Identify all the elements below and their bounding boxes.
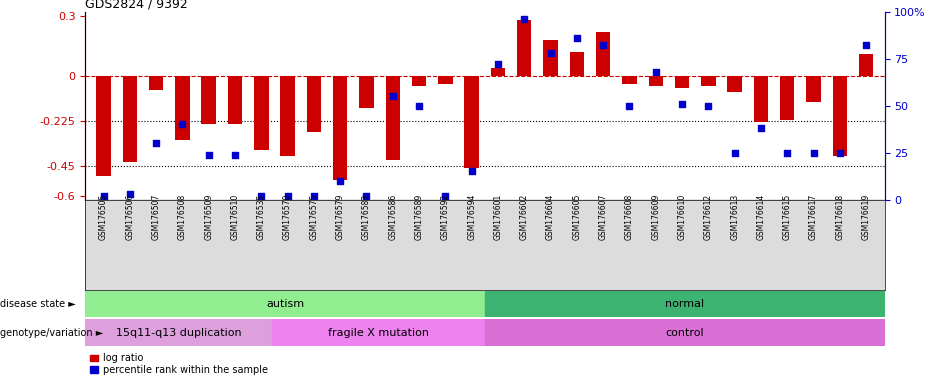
Bar (280, 76, 295, 156)
Bar (412, 76, 427, 86)
Point (122, 191, 137, 197)
Point (701, 103, 716, 109)
Bar (228, 76, 242, 124)
Bar (386, 76, 400, 160)
Point (832, 150, 848, 156)
Point (569, 35, 585, 41)
Bar (569, 51, 584, 76)
Point (859, 42, 874, 48)
Bar (596, 31, 610, 76)
Point (307, 193, 322, 199)
Point (648, 69, 663, 75)
Bar (780, 76, 795, 119)
Point (806, 150, 821, 156)
Bar (622, 76, 637, 84)
Point (780, 150, 795, 156)
Bar (464, 76, 479, 168)
Point (96, 193, 111, 199)
Bar (307, 76, 321, 132)
Bar (832, 76, 847, 156)
Text: genotype/variation ►: genotype/variation ► (0, 328, 103, 338)
Bar (517, 20, 532, 76)
Point (543, 50, 558, 56)
Point (622, 103, 637, 109)
Text: autism: autism (266, 299, 304, 309)
Legend: log ratio, percentile rank within the sample: log ratio, percentile rank within the sa… (90, 353, 268, 375)
Point (359, 193, 374, 199)
Bar (806, 76, 821, 102)
Point (280, 193, 295, 199)
Point (464, 169, 480, 175)
Text: 15q11-q13 duplication: 15q11-q13 duplication (115, 328, 241, 338)
Point (674, 101, 690, 107)
Bar (359, 76, 374, 108)
Bar (85, 319, 272, 346)
Bar (859, 53, 873, 76)
Point (333, 178, 348, 184)
Text: control: control (665, 328, 704, 338)
Bar (254, 76, 269, 150)
Bar (491, 68, 505, 76)
Point (490, 61, 505, 67)
Bar (333, 76, 347, 180)
Bar (272, 319, 484, 346)
Point (227, 151, 242, 157)
Bar (543, 40, 558, 76)
Bar (484, 291, 885, 317)
Point (596, 42, 611, 48)
Text: disease state ►: disease state ► (0, 299, 76, 309)
Bar (727, 76, 742, 92)
Bar (701, 76, 715, 86)
Bar (649, 76, 663, 86)
Point (727, 150, 743, 156)
Point (753, 125, 768, 131)
Text: normal: normal (665, 299, 704, 309)
Point (385, 93, 400, 99)
Text: fragile X mutation: fragile X mutation (327, 328, 429, 338)
Text: GDS2824 / 9392: GDS2824 / 9392 (85, 0, 188, 10)
Bar (123, 76, 137, 162)
Point (175, 121, 190, 127)
Bar (201, 76, 216, 124)
Bar (674, 76, 690, 88)
Bar (484, 319, 885, 346)
Point (201, 151, 217, 157)
Bar (149, 76, 164, 89)
Bar (96, 76, 111, 175)
Bar (85, 291, 484, 317)
Bar (438, 76, 452, 84)
Point (438, 193, 453, 199)
Bar (754, 76, 768, 122)
Bar (175, 76, 189, 140)
Point (254, 193, 269, 199)
Point (517, 16, 532, 22)
Point (149, 140, 164, 146)
Point (412, 103, 427, 109)
